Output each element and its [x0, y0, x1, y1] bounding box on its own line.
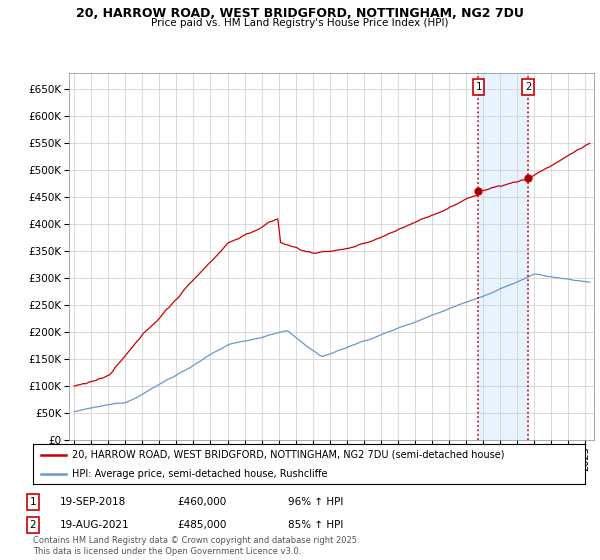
- Text: 1: 1: [475, 82, 482, 92]
- Text: 19-AUG-2021: 19-AUG-2021: [60, 520, 130, 530]
- Text: £460,000: £460,000: [177, 497, 226, 507]
- Text: 96% ↑ HPI: 96% ↑ HPI: [288, 497, 343, 507]
- Text: HPI: Average price, semi-detached house, Rushcliffe: HPI: Average price, semi-detached house,…: [71, 469, 327, 479]
- Bar: [478, 73, 528, 440]
- Text: 2: 2: [525, 82, 531, 92]
- Text: 19-SEP-2018: 19-SEP-2018: [60, 497, 126, 507]
- Text: 85% ↑ HPI: 85% ↑ HPI: [288, 520, 343, 530]
- Text: 20, HARROW ROAD, WEST BRIDGFORD, NOTTINGHAM, NG2 7DU (semi-detached house): 20, HARROW ROAD, WEST BRIDGFORD, NOTTING…: [71, 450, 504, 460]
- Text: £485,000: £485,000: [177, 520, 226, 530]
- Text: 2: 2: [29, 520, 37, 530]
- Text: Price paid vs. HM Land Registry's House Price Index (HPI): Price paid vs. HM Land Registry's House …: [151, 18, 449, 28]
- Text: 1: 1: [29, 497, 37, 507]
- Text: 20, HARROW ROAD, WEST BRIDGFORD, NOTTINGHAM, NG2 7DU: 20, HARROW ROAD, WEST BRIDGFORD, NOTTING…: [76, 7, 524, 20]
- Text: Contains HM Land Registry data © Crown copyright and database right 2025.
This d: Contains HM Land Registry data © Crown c…: [33, 536, 359, 556]
